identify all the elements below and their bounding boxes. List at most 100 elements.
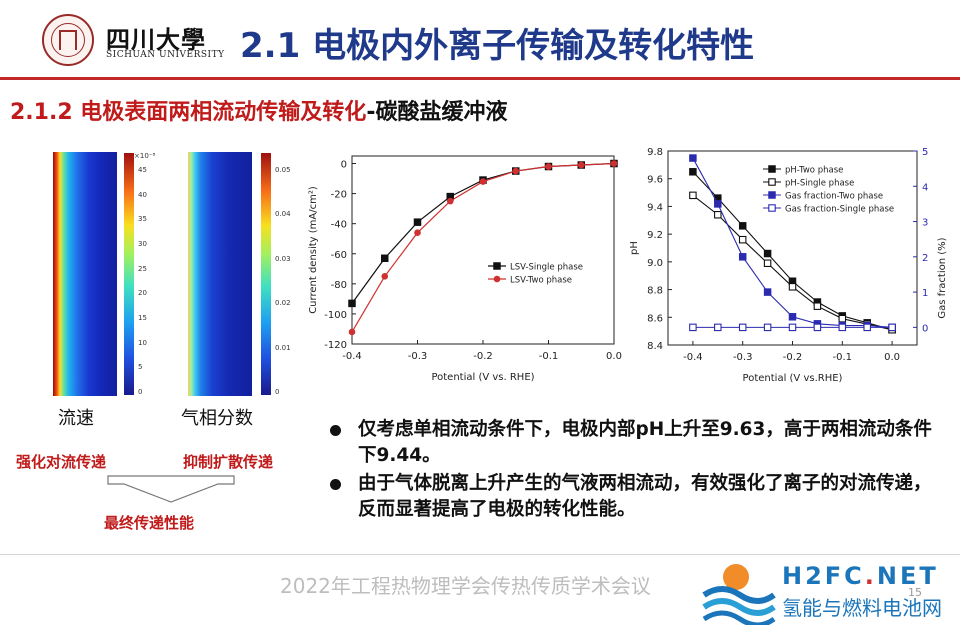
gas-fraction-contour-image	[188, 152, 252, 396]
x-axis-label: Potential (V vs.RHE)	[743, 373, 843, 384]
conference-name: 2022年工程热物理学会传热传质学术会议	[280, 574, 651, 598]
y-right-tick-label: 4	[922, 182, 928, 193]
legend-marker	[768, 191, 776, 199]
x-axis-label: Potential (V vs. RHE)	[431, 372, 534, 383]
y-right-axis-label: Gas fraction (%)	[937, 237, 948, 318]
velocity-colorbar-tick: 15	[138, 314, 147, 322]
velocity-colorbar-tick: 20	[138, 289, 147, 298]
gas-fraction-colorbar	[261, 153, 271, 395]
data-point	[610, 160, 618, 167]
series-line-two-phase	[351, 162, 615, 333]
data-point	[788, 283, 797, 291]
data-point	[888, 323, 896, 332]
y-tick-label: -120	[324, 340, 347, 351]
bullet-dot-icon	[330, 479, 341, 490]
legend-marker	[768, 178, 776, 186]
y-tick-label: -100	[324, 310, 347, 321]
data-point	[479, 178, 487, 185]
y-tick-label: 8.6	[647, 313, 663, 324]
x-tick-label: -0.2	[473, 351, 493, 362]
y-tick-label: 8.4	[647, 341, 663, 352]
university-name-en: SICHUAN UNIVERSITY	[106, 50, 225, 60]
velocity-contour-image	[53, 152, 117, 396]
combine-arrow-icon	[107, 475, 235, 503]
velocity-colorbar-tick: 0	[138, 388, 143, 396]
gas-fraction-colorbar-tick: 0.02	[275, 299, 291, 308]
y-tick-label: -20	[331, 190, 347, 201]
data-point	[788, 323, 797, 332]
legend-label: LSV-Single phase	[510, 263, 583, 273]
x-tick-label: -0.3	[733, 352, 753, 363]
legend-label: Gas fraction-Two phase	[785, 192, 883, 202]
y-axis-label: Current density (mA/cm²)	[308, 186, 319, 314]
y-right-tick-label: 0	[922, 323, 928, 334]
y-tick-label: -80	[331, 280, 347, 291]
x-tick-label: 0.0	[606, 351, 622, 362]
gas-fraction-colorbar-tick: 0.04	[275, 210, 291, 219]
gas-fraction-colorbar-tick: 0.05	[275, 166, 291, 174]
enhance-convection-label: 强化对流传递	[16, 453, 107, 471]
y-axis-label: pH	[629, 241, 640, 255]
data-point	[545, 163, 552, 170]
data-point	[714, 200, 722, 208]
legend-marker	[768, 165, 776, 173]
data-point	[689, 154, 697, 162]
y-right-tick-label: 3	[922, 218, 928, 229]
data-point	[512, 167, 520, 175]
legend-marker	[768, 204, 776, 212]
bullet-text: 由于气体脱离上升产生的气液两相流动，有效强化了离子的对流传递，反而显著提高了电极…	[358, 473, 932, 520]
gas-fraction-colorbar-tick: 0.01	[275, 343, 291, 352]
y-tick-label: 9.8	[647, 147, 663, 158]
velocity-colorbar-tick: 35	[138, 215, 147, 224]
university-name-cn: 四川大學	[106, 25, 206, 54]
data-point	[763, 323, 772, 332]
bullet-two-phase-finding: 由于气体脱离上升产生的气液两相流动，有效强化了离子的对流传递，反而显著提高了电极…	[330, 471, 940, 523]
y-tick-label: -60	[331, 250, 347, 261]
velocity-colorbar-tick: 5	[138, 363, 143, 372]
bullet-dot-icon	[330, 425, 341, 436]
data-point	[381, 273, 389, 280]
data-point	[689, 191, 697, 200]
section-title: 2.1.2 电极表面两相流动传输及转化-碳酸盐缓冲液	[10, 94, 507, 126]
y-tick-label: 8.8	[647, 286, 663, 297]
data-point	[813, 302, 822, 310]
velocity-colorbar-tick: 45	[138, 166, 147, 174]
y-tick-label: -40	[331, 220, 347, 231]
h2fc-watermark-subtitle: 氢能与燃料电池网	[782, 596, 942, 620]
data-point	[348, 328, 356, 336]
x-tick-label: 0.0	[884, 352, 900, 363]
data-point	[348, 299, 356, 308]
y-right-tick-label: 5	[922, 147, 928, 158]
velocity-colorbar-tick: 10	[138, 338, 147, 347]
velocity-colorbar	[124, 153, 134, 395]
data-point	[414, 229, 421, 237]
y-tick-label: 0	[341, 160, 347, 171]
y-tick-label: 9.6	[647, 175, 663, 186]
data-point	[763, 249, 772, 258]
slide-header: 四川大學 SICHUAN UNIVERSITY 2.1 电极内外离子传输及转化特…	[0, 0, 960, 75]
data-point	[689, 168, 697, 176]
data-point	[763, 288, 772, 296]
data-point	[714, 323, 722, 332]
velocity-colorbar-tick: 30	[138, 240, 147, 248]
footer-divider	[0, 554, 960, 555]
data-point	[738, 253, 747, 261]
data-point	[838, 314, 847, 323]
legend-label: LSV-Two phase	[510, 276, 572, 286]
velocity-colorbar-tick: 40	[138, 190, 147, 199]
section-title-sub: -碳酸盐缓冲液	[366, 100, 508, 125]
legend-label: pH-Single phase	[785, 179, 854, 189]
x-tick-label: -0.2	[783, 352, 803, 363]
gas-fraction-label: 气相分数	[181, 408, 253, 429]
y-tick-label: 9.2	[647, 230, 663, 241]
data-point	[714, 210, 722, 219]
x-tick-label: -0.1	[833, 352, 853, 363]
header-divider	[0, 77, 960, 80]
data-point	[738, 222, 747, 230]
data-point	[381, 254, 389, 263]
velocity-colorbar-tick: 25	[138, 264, 147, 273]
data-point	[863, 323, 871, 332]
legend-marker	[493, 275, 501, 283]
y-right-tick-label: 2	[922, 253, 928, 264]
velocity-label: 流速	[58, 408, 94, 429]
